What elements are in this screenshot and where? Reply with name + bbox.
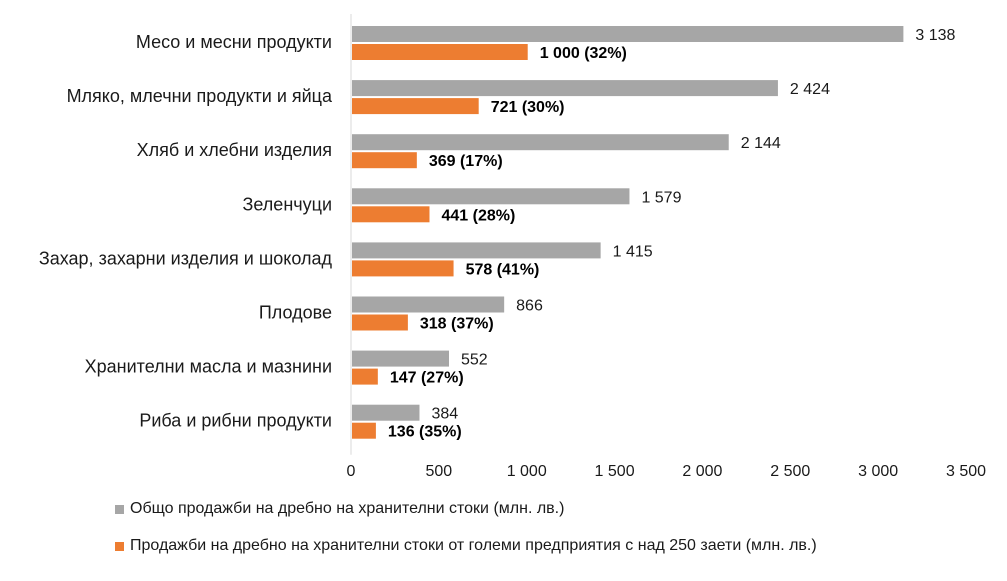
legend-item-large-enterprises: Продажби на дребно на хранителни стоки о…: [115, 537, 817, 555]
category-label: Хранителни масла и мазнини: [85, 357, 332, 377]
bar-total: [352, 80, 778, 97]
bar-total: [352, 242, 601, 259]
data-label-total: 866: [516, 298, 543, 315]
bar-total: [352, 296, 505, 313]
data-label-large-enterprises: 721 (30%): [491, 99, 565, 116]
category-label: Мляко, млечни продукти и яйца: [67, 86, 333, 106]
bar-large-enterprises: [352, 368, 378, 385]
x-tick-label: 3 500: [946, 463, 986, 480]
bar-total: [352, 350, 449, 367]
bar-large-enterprises: [352, 314, 408, 331]
bar-large-enterprises: [352, 422, 376, 439]
category-label: Зеленчуци: [243, 194, 332, 214]
x-tick-label: 3 000: [858, 463, 898, 480]
data-label-large-enterprises: 578 (41%): [466, 261, 540, 278]
x-tick-label: 2 000: [682, 463, 722, 480]
data-label-large-enterprises: 441 (28%): [441, 207, 515, 224]
category-label: Плодове: [259, 303, 332, 323]
data-label-total: 1 579: [641, 189, 681, 206]
x-tick-label: 1 500: [595, 463, 635, 480]
data-label-total: 2 424: [790, 81, 830, 98]
legend-item-total: Общо продажби на дребно на хранителни ст…: [115, 500, 564, 518]
data-label-total: 3 138: [915, 27, 955, 44]
bar-chart: Месо и месни продукти 3 138 1 000 (32%) Мля…: [39, 14, 986, 480]
bar-large-enterprises: [352, 206, 430, 223]
x-tick-label: 2 500: [770, 463, 810, 480]
data-label-total: 384: [431, 406, 458, 423]
bar-total: [352, 404, 420, 421]
legend-swatch-large-enterprises: [115, 541, 124, 551]
bar-large-enterprises: [352, 98, 479, 115]
data-label-large-enterprises: 136 (35%): [388, 424, 462, 441]
category-label: Захар, захарни изделия и шоколад: [39, 248, 333, 268]
data-label-total: 1 415: [613, 243, 653, 260]
legend-swatch-total: [115, 504, 124, 514]
data-label-large-enterprises: 318 (37%): [420, 316, 494, 333]
data-label-total: 2 144: [741, 135, 781, 152]
bar-large-enterprises: [352, 152, 417, 169]
bar-large-enterprises: [352, 260, 454, 277]
x-tick-label: 500: [426, 463, 453, 480]
data-label-large-enterprises: 1 000 (32%): [540, 45, 627, 62]
bar-large-enterprises: [352, 44, 528, 60]
x-tick-label: 0: [347, 463, 356, 480]
category-label: Месо и месни продукти: [136, 32, 332, 52]
legend-label-large-enterprises: Продажби на дребно на хранителни стоки о…: [130, 537, 817, 554]
bar-total: [352, 134, 729, 151]
data-label-large-enterprises: 147 (27%): [390, 370, 464, 387]
category-label: Хляб и хлебни изделия: [137, 140, 332, 160]
bar-total: [352, 26, 904, 42]
data-label-large-enterprises: 369 (17%): [429, 153, 503, 170]
x-tick-label: 1 000: [507, 463, 547, 480]
data-label-total: 552: [461, 352, 488, 369]
category-label: Риба и рибни продукти: [139, 411, 332, 431]
legend-label-total: Общо продажби на дребно на хранителни ст…: [130, 500, 565, 517]
bar-total: [352, 188, 630, 205]
